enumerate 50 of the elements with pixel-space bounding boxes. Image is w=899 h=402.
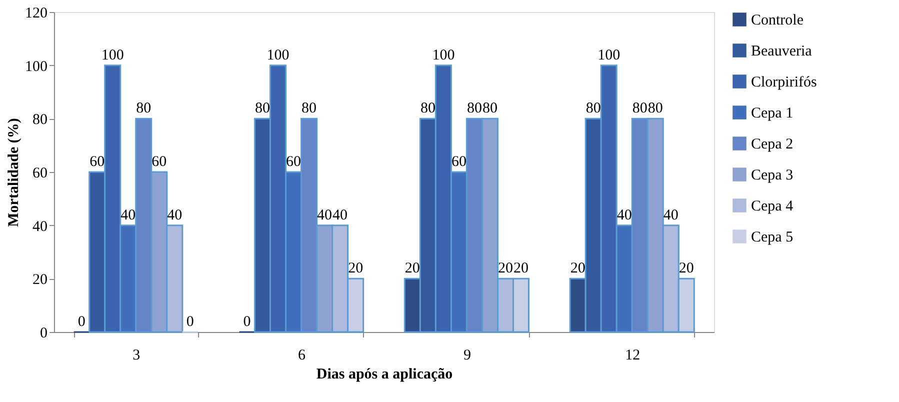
legend-label: Cepa 5	[751, 230, 794, 246]
data-label: 100	[101, 47, 124, 64]
data-label: 40	[616, 207, 632, 224]
x-tick-label: 12	[625, 348, 640, 364]
y-tick-label: 100	[25, 58, 48, 75]
data-label: 20	[570, 260, 586, 277]
data-label: 80	[466, 100, 482, 117]
y-axis-title: Mortalidade (%)	[6, 118, 22, 227]
data-label: 20	[404, 260, 420, 277]
y-tick-label: 40	[32, 218, 48, 235]
y-tick-label: 60	[32, 166, 48, 182]
legend-label: Beauveria	[751, 44, 812, 60]
y-tick-label: 20	[32, 272, 48, 288]
data-label: 20	[678, 260, 694, 277]
y-tick-label: 80	[32, 112, 48, 128]
data-label: 80	[420, 100, 436, 117]
data-label: 80	[648, 100, 663, 117]
data-label: 100	[266, 47, 290, 64]
data-label: 80	[136, 100, 152, 117]
data-label: 60	[152, 154, 167, 170]
y-tick-label: 120	[25, 6, 48, 22]
data-label: 20	[498, 260, 513, 277]
legend-label: Controle	[751, 12, 804, 28]
y-tick-label: 0	[40, 326, 48, 342]
data-label: 80	[586, 100, 601, 117]
data-label: 40	[332, 207, 348, 224]
legend-label: Cepa 2	[751, 136, 794, 152]
data-label: 0	[243, 314, 251, 330]
data-label: 40	[663, 207, 678, 224]
data-label: 100	[432, 47, 455, 64]
x-tick-label: 3	[132, 348, 140, 364]
data-label: 80	[302, 100, 317, 117]
x-tick-label: 6	[298, 348, 306, 364]
data-label: 20	[513, 260, 528, 277]
legend-label: Cepa 4	[751, 198, 794, 214]
data-label: 0	[186, 314, 194, 330]
legend-label: Cepa 1	[751, 106, 794, 122]
data-label: 80	[632, 100, 648, 117]
x-tick-label: 9	[463, 348, 471, 364]
data-label: 80	[255, 100, 270, 117]
data-label: 60	[451, 154, 466, 170]
data-label: 0	[78, 314, 86, 330]
legend-label: Cepa 3	[751, 168, 794, 184]
data-label: 60	[286, 154, 302, 170]
data-label: 100	[598, 47, 620, 64]
legend-label: Clorpirifós	[751, 74, 817, 90]
data-label: 20	[348, 260, 364, 277]
data-label: 60	[90, 154, 105, 170]
data-label: 80	[482, 100, 498, 117]
x-axis-title: Dias após a aplicação	[316, 366, 453, 382]
